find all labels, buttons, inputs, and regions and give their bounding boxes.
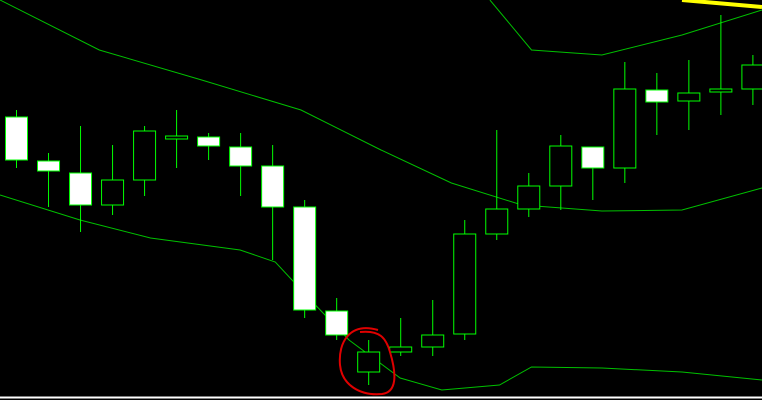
candle-body [133, 130, 157, 181]
candle-body [709, 88, 733, 93]
band-line [681, 0, 762, 9]
band-line [489, 0, 762, 56]
candle-body [165, 135, 189, 140]
candle-body [645, 89, 669, 103]
candle-body [325, 310, 349, 336]
candle-body [293, 206, 317, 311]
red-circle [338, 327, 396, 396]
candle-body [421, 334, 445, 348]
candle-body [485, 208, 509, 235]
candle-body [389, 346, 413, 353]
candle-body [261, 165, 285, 208]
candle-body [69, 172, 93, 206]
candle-body [5, 116, 29, 161]
candle-body [741, 64, 762, 90]
candle-body [229, 146, 253, 167]
candle-body [197, 136, 221, 147]
candle-body [517, 185, 541, 210]
candle-body [581, 146, 605, 169]
candle-body [613, 88, 637, 169]
candle-body [549, 145, 573, 187]
candle-body [357, 351, 381, 373]
candle-body [677, 92, 701, 102]
candle-body [37, 160, 61, 172]
candle-body [101, 179, 125, 206]
band-line [0, 0, 762, 212]
candle-body [453, 233, 477, 335]
